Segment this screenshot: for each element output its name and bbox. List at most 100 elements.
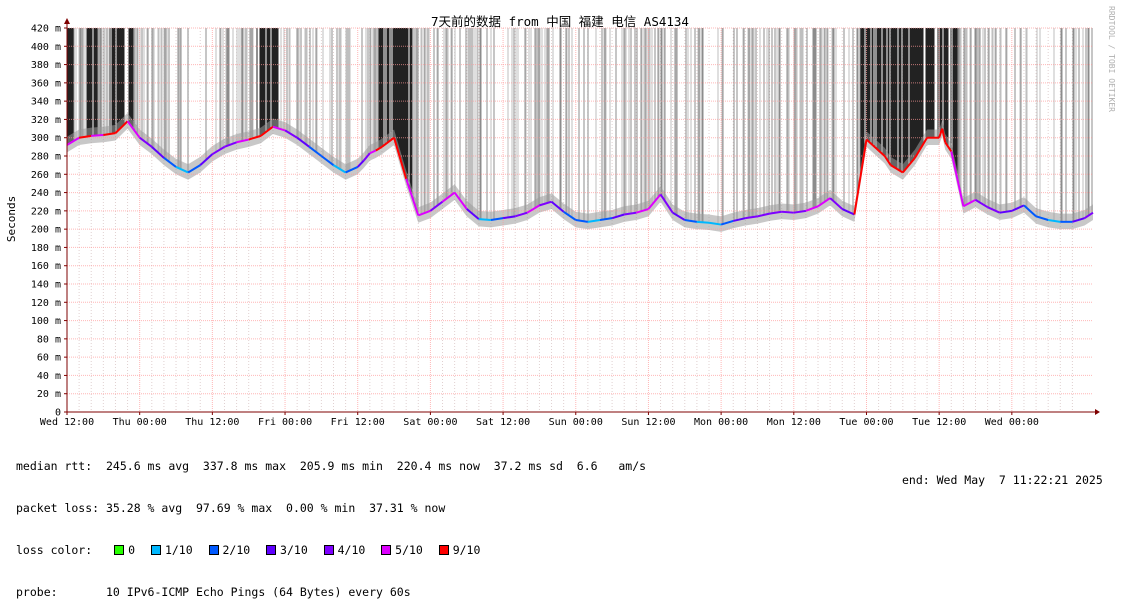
- loss-swatch: [438, 545, 449, 555]
- loss-swatch: [266, 545, 277, 555]
- y-axis-label: Seconds: [5, 196, 18, 242]
- median-segment: [890, 164, 904, 174]
- median-segment: [599, 217, 613, 221]
- loss-color-label: loss color:: [16, 543, 93, 557]
- median-segment: [345, 166, 359, 174]
- median-segment: [769, 210, 782, 215]
- x-axis-arrow: [1095, 409, 1100, 415]
- median-segment: [175, 166, 189, 174]
- y-tick-label: 160 m: [31, 261, 61, 272]
- median-segment: [563, 210, 577, 221]
- median-segment: [841, 208, 855, 216]
- axes: [64, 18, 1100, 415]
- median-segment: [793, 209, 807, 214]
- loss-swatch: [114, 545, 125, 555]
- median-segment: [1035, 215, 1049, 221]
- x-tick-label: Mon 12:00: [767, 417, 821, 428]
- median-segment: [151, 146, 165, 159]
- x-tick-label: Sat 12:00: [476, 417, 530, 428]
- median-segment: [914, 137, 928, 159]
- median-segment: [745, 215, 758, 220]
- y-tick-label: 360 m: [31, 78, 61, 89]
- median-segment: [950, 151, 965, 207]
- median-segment: [526, 204, 540, 214]
- median-segment: [103, 132, 116, 136]
- x-tick-label: Mon 00:00: [694, 417, 748, 428]
- median-segment: [611, 213, 625, 220]
- median-segment: [805, 205, 819, 212]
- median-segment: [871, 144, 880, 152]
- x-tick-labels: Wed 12:00 Thu 00:00 Thu 12:00 Fri 00:00 Fri …: [40, 417, 1039, 428]
- loss-swatch: [150, 545, 161, 555]
- y-tick-label: 200 m: [31, 225, 61, 236]
- loss-swatch: [323, 545, 334, 555]
- median-segment: [405, 178, 420, 216]
- y-tick-label: 100 m: [31, 316, 61, 327]
- y-tick-label: 80 m: [37, 334, 61, 345]
- x-tick-label: Thu 12:00: [185, 417, 239, 428]
- x-tick-label: Thu 00:00: [113, 417, 167, 428]
- median-segment: [1048, 219, 1061, 223]
- median-segment: [139, 136, 153, 148]
- median-segment: [187, 164, 201, 174]
- y-tick-label: 320 m: [31, 115, 61, 126]
- loss-swatch-label: 3/10: [280, 543, 322, 557]
- y-tick-label: 260 m: [31, 170, 61, 181]
- median-segment: [865, 138, 874, 146]
- median-segment: [757, 212, 770, 218]
- median-segment: [720, 219, 734, 226]
- median-segment: [1083, 211, 1094, 220]
- loss-swatch: [208, 545, 219, 555]
- x-tick-label: Fri 00:00: [258, 417, 312, 428]
- loss-swatch-label: 5/10: [395, 543, 437, 557]
- rtt-smoke-band: [67, 113, 1093, 232]
- y-tick-label: 240 m: [31, 188, 61, 199]
- median-segment: [284, 129, 298, 139]
- loss-color-legend: loss color: 0 1/10 2/10 3/10 4/10 5/10 9/…: [16, 543, 646, 557]
- x-tick-label: Tue 12:00: [912, 417, 966, 428]
- y-tick-label: 20 m: [37, 389, 61, 400]
- loss-swatch-label: 0: [128, 543, 149, 557]
- median-segment: [659, 193, 674, 214]
- y-tick-labels: 0 20 m 40 m 60 m 80 m 100 m 120 m 140 m 160 m 180…: [31, 24, 61, 419]
- median-segment: [902, 157, 916, 174]
- median-segment: [539, 200, 552, 207]
- median-segment: [624, 211, 637, 216]
- median-segment: [1072, 217, 1085, 223]
- median-segment: [224, 141, 237, 148]
- median-segment: [733, 217, 746, 222]
- loss-swatch: [381, 545, 392, 555]
- loss-swatch-label: 1/10: [164, 543, 207, 557]
- median-segment: [320, 155, 335, 166]
- median-segment: [962, 199, 976, 208]
- median-segment: [478, 218, 492, 221]
- median-segment: [490, 217, 504, 221]
- median-segment: [126, 120, 141, 139]
- probe-info: probe: 10 IPv6-ICMP Echo Pings (64 Bytes…: [16, 585, 411, 599]
- x-tick-label: Sun 12:00: [621, 417, 675, 428]
- median-segment: [1011, 204, 1025, 212]
- loss-swatch-label: 4/10: [337, 543, 380, 557]
- smoke-bands: [67, 113, 1093, 232]
- median-segment: [375, 146, 383, 152]
- median-segment: [672, 211, 686, 221]
- y-tick-label: 280 m: [31, 152, 61, 163]
- x-tick-label: Sun 00:00: [549, 417, 603, 428]
- median-segment: [356, 159, 365, 168]
- median-segment: [636, 208, 649, 214]
- median-segment: [248, 134, 262, 141]
- x-tick-label: Fri 12:00: [331, 417, 385, 428]
- median-segment: [1023, 204, 1037, 218]
- median-segment: [696, 220, 710, 224]
- median-segment: [883, 155, 892, 166]
- median-segment: [296, 136, 310, 148]
- median-segment: [363, 152, 371, 162]
- median-segment: [163, 157, 177, 168]
- median-segment: [708, 221, 722, 226]
- y-tick-label: 120 m: [31, 298, 61, 309]
- median-segment: [817, 197, 831, 208]
- median-segment: [587, 219, 601, 223]
- median-segment: [999, 209, 1012, 214]
- x-tick-label: Tue 00:00: [839, 417, 893, 428]
- median-segment: [829, 197, 843, 210]
